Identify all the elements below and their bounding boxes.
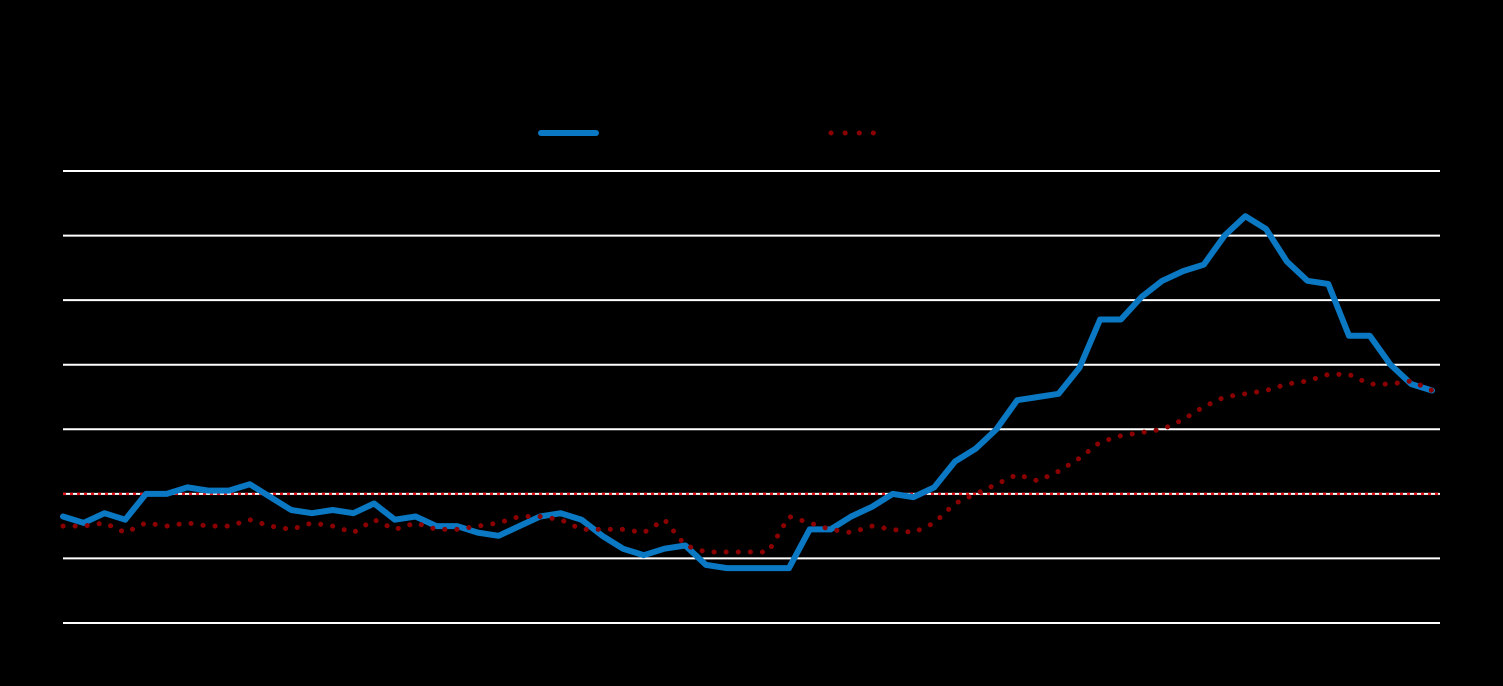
series-line-solid [60, 213, 1435, 572]
series-lines [60, 213, 1435, 572]
series-line-dotted [60, 371, 1435, 555]
